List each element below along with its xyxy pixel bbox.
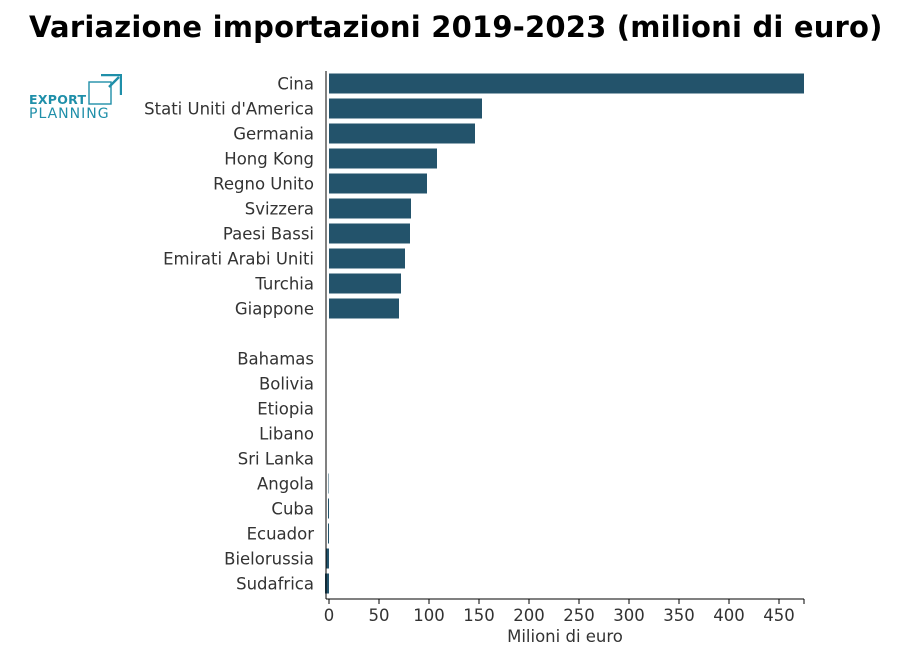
category-label: Libano [259, 425, 314, 444]
x-axis-label: Milioni di euro [507, 627, 623, 646]
x-tick-label: 300 [613, 606, 645, 625]
category-label: Turchia [254, 275, 314, 294]
category-label: Angola [257, 475, 314, 494]
bar [325, 573, 329, 594]
bar [329, 148, 437, 169]
export-planning-logo: EXPORT PLANNING [29, 74, 124, 124]
x-tick-label: 0 [324, 606, 335, 625]
category-label: Regno Unito [213, 175, 314, 194]
category-label: Sudafrica [236, 575, 314, 594]
x-tick-label: 200 [513, 606, 545, 625]
bar [328, 498, 329, 519]
category-label: Germania [233, 125, 314, 144]
bar [329, 98, 482, 119]
bar [329, 273, 401, 294]
bar [329, 173, 427, 194]
category-label: Stati Uniti d'America [144, 100, 314, 119]
bar [329, 123, 475, 144]
bar [328, 473, 329, 494]
category-label: Cuba [271, 500, 314, 519]
x-tick-label: 250 [563, 606, 595, 625]
logo-text-export: EXPORT [29, 92, 87, 107]
x-tick-label: 350 [663, 606, 695, 625]
logo-mark-icon [88, 74, 122, 105]
bar [328, 523, 329, 544]
category-label: Cina [277, 75, 314, 94]
logo-text-planning: PLANNING [29, 106, 110, 122]
x-tick-label: 50 [369, 606, 390, 625]
chart-title: Variazione importazioni 2019-2023 (milio… [29, 10, 883, 44]
x-tick-label: 400 [713, 606, 745, 625]
category-label: Etiopia [257, 400, 314, 419]
category-label: Sri Lanka [238, 450, 314, 469]
bar [329, 73, 804, 94]
category-label: Emirati Arabi Uniti [163, 250, 314, 269]
category-label: Giappone [235, 300, 314, 319]
category-label: Svizzera [245, 200, 314, 219]
category-label: Bolivia [259, 375, 314, 394]
bar [326, 548, 329, 569]
bar [329, 198, 411, 219]
x-tick-label: 450 [763, 606, 795, 625]
bar [329, 248, 405, 269]
category-label: Bahamas [237, 350, 314, 369]
x-tick-label: 150 [463, 606, 495, 625]
x-tick-label: 100 [413, 606, 445, 625]
category-label: Hong Kong [224, 150, 314, 169]
category-label: Ecuador [247, 525, 315, 544]
bar [329, 298, 399, 319]
bar [329, 223, 410, 244]
category-label: Bielorussia [224, 550, 314, 569]
category-label: Paesi Bassi [223, 225, 314, 244]
